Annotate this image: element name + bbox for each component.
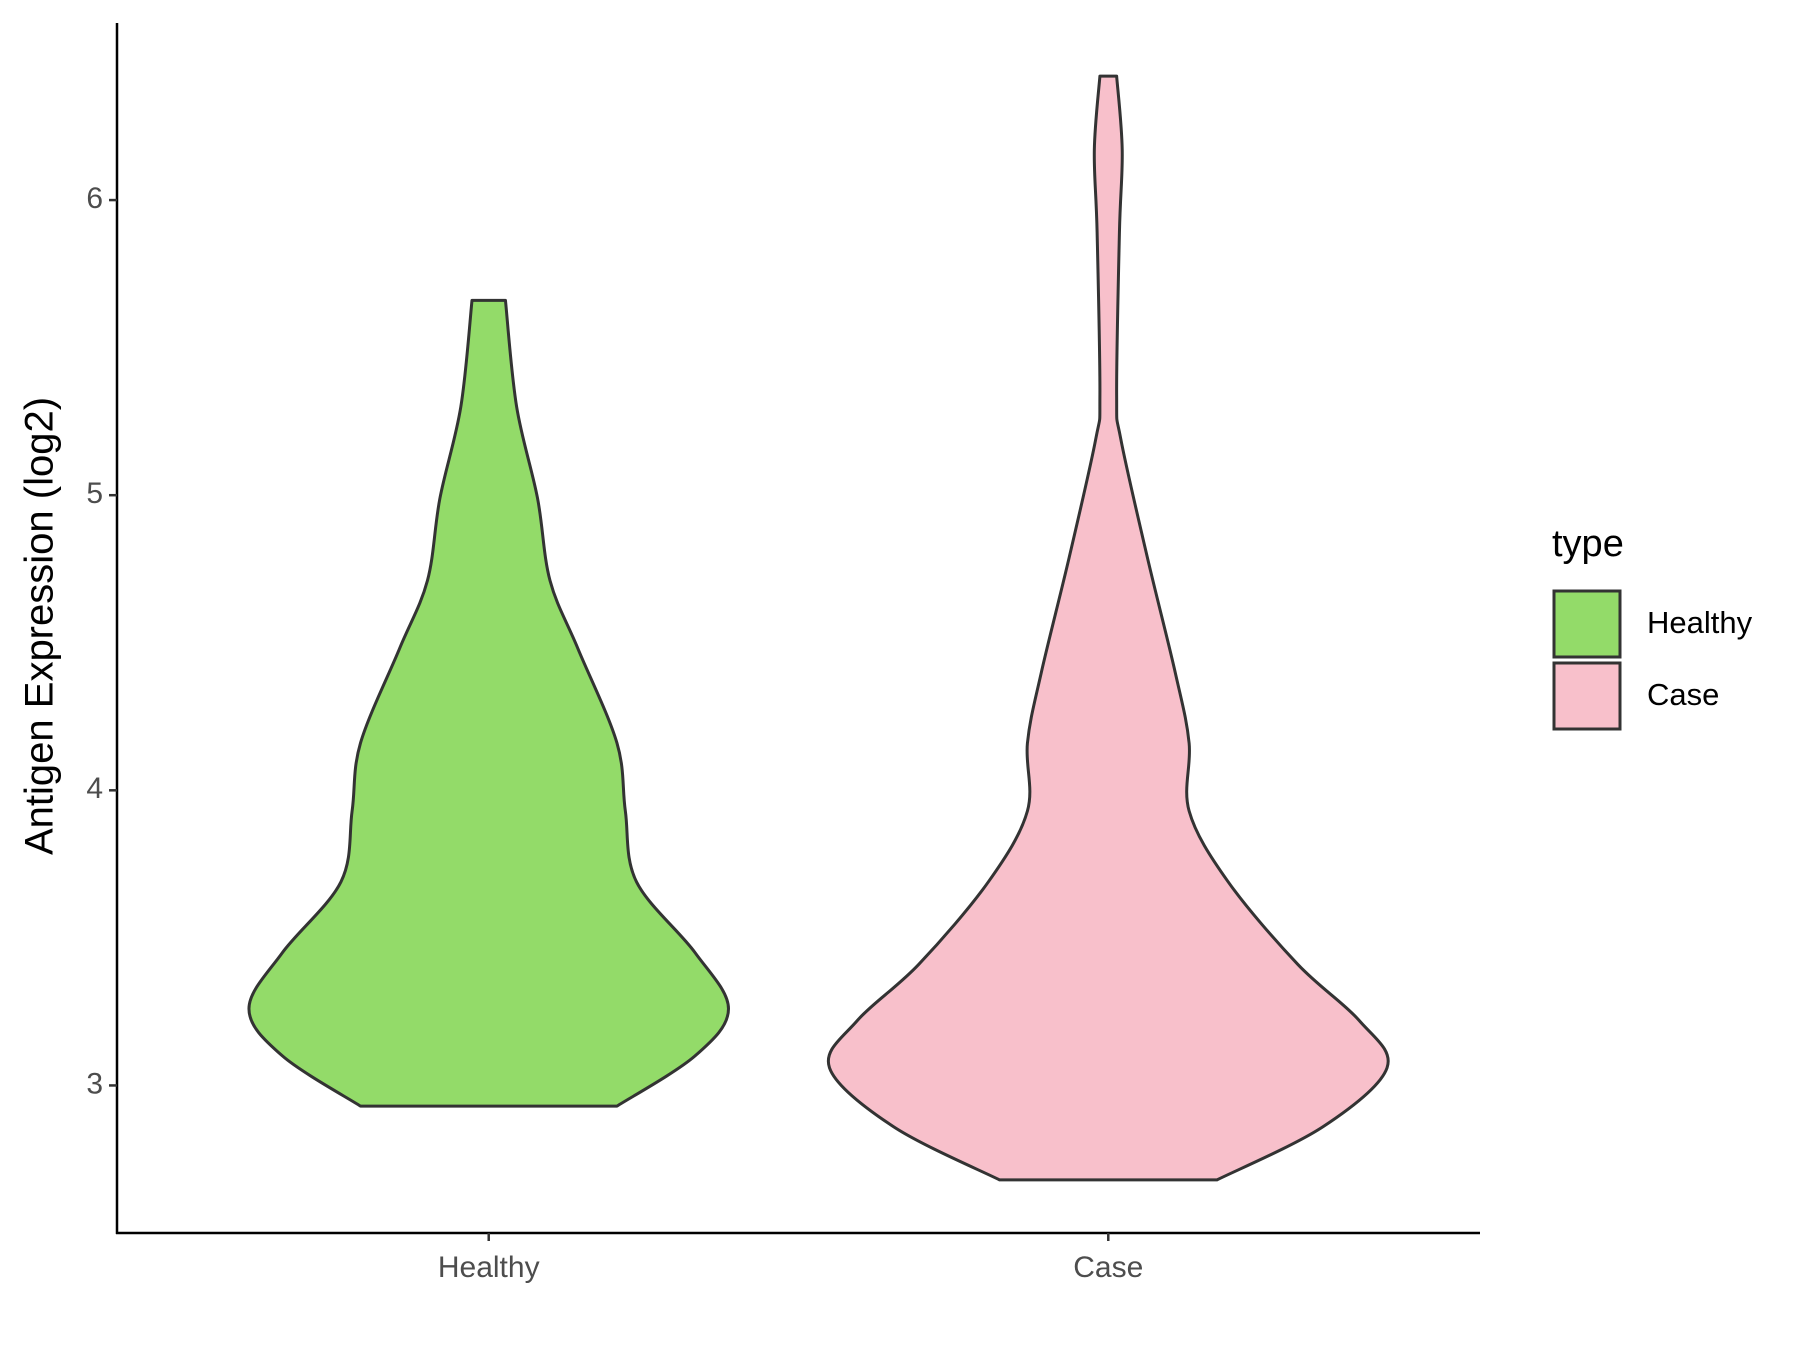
legend-key — [1552, 589, 1622, 659]
y-tick-label: 3 — [86, 1067, 103, 1100]
legend-key — [1552, 661, 1622, 731]
y-tick-label: 5 — [86, 477, 103, 510]
y-tick-label: 4 — [86, 772, 103, 805]
legend-label: Case — [1647, 677, 1719, 712]
violin — [247, 298, 730, 1108]
y-axis-title: Antigen Expression (log2) — [18, 397, 62, 855]
x-tick-label: Case — [1073, 1251, 1143, 1284]
x-tick-label: Healthy — [438, 1251, 540, 1284]
y-tick-label: 6 — [86, 182, 103, 215]
violin — [826, 74, 1390, 1182]
legend-title: type — [1552, 523, 1624, 565]
legend-label: Healthy — [1647, 605, 1753, 640]
